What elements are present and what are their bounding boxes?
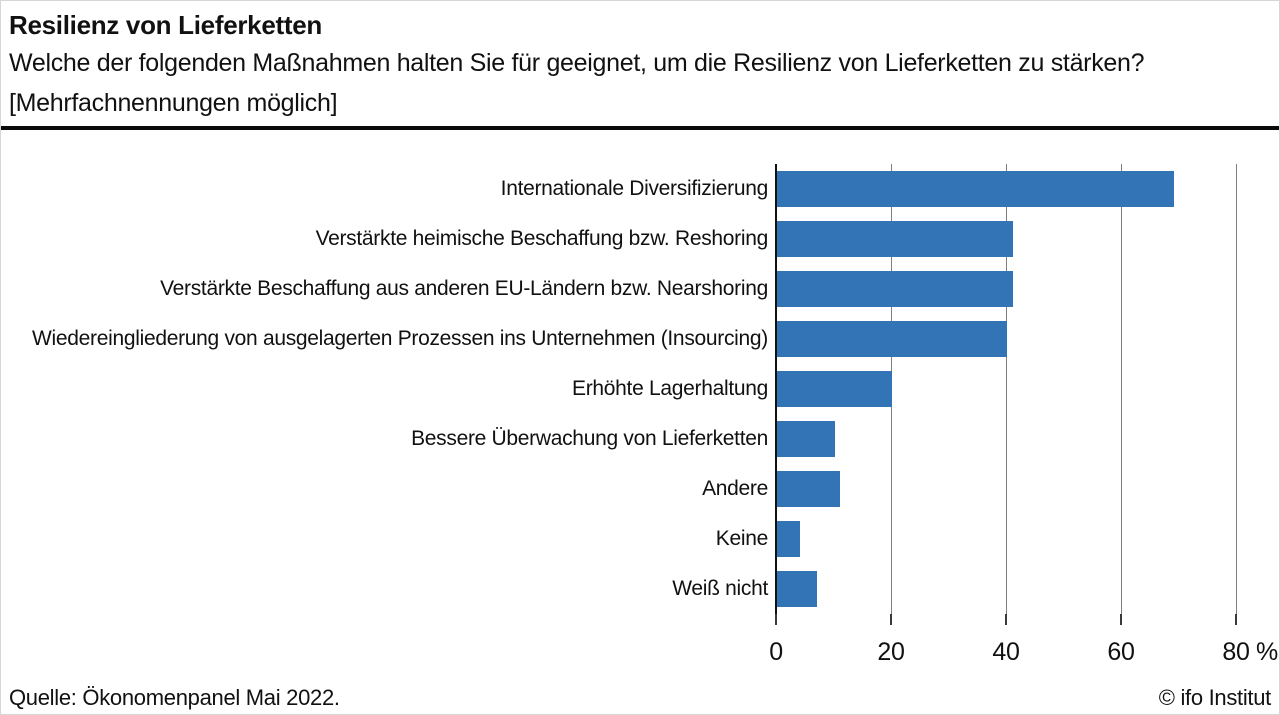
chart-row: Internationale Diversifizierung	[1, 164, 1279, 214]
category-label: Erhöhte Lagerhaltung	[572, 377, 768, 400]
chart-row: Keine	[1, 514, 1279, 564]
bar-2	[777, 221, 1013, 257]
chart-subtitle: Welche der folgenden Maßnahmen halten Si…	[9, 49, 1145, 117]
bar-8	[777, 521, 800, 557]
bar-3	[777, 271, 1013, 307]
y-axis-line	[775, 164, 777, 614]
axis-tick-20	[890, 614, 892, 625]
axis-unit-label: %	[1256, 638, 1279, 666]
chart-row: Andere	[1, 464, 1279, 514]
bar-rows: Internationale Diversifizierung Verstärkt…	[1, 164, 1279, 614]
gridline-80	[1236, 164, 1237, 614]
bar-6	[777, 421, 835, 457]
chart-row: Weiß nicht	[1, 564, 1279, 614]
axis-tick-60	[1120, 614, 1122, 625]
chart-footer: Quelle: Ökonomenpanel Mai 2022. © ifo In…	[9, 684, 1271, 712]
bar-1	[777, 171, 1174, 207]
category-label: Wiedereingliederung von ausgelagerten Pr…	[32, 327, 768, 350]
category-label: Weiß nicht	[672, 577, 768, 600]
category-label: Andere	[702, 477, 768, 500]
category-label: Verstärkte Beschaffung aus anderen EU-Lä…	[160, 277, 768, 300]
chart-title: Resilienz von Lieferketten	[9, 10, 322, 40]
bar-7	[777, 471, 841, 507]
bar-4	[777, 321, 1007, 357]
category-label: Verstärkte heimische Beschaffung bzw. Re…	[315, 227, 769, 250]
bar-9	[777, 571, 818, 607]
category-label: Keine	[715, 527, 769, 550]
gridline-40	[1006, 164, 1007, 614]
source-note: Quelle: Ökonomenpanel Mai 2022.	[9, 685, 340, 710]
axis-tick-0	[775, 614, 777, 625]
chart-row: Verstärkte Beschaffung aus anderen EU-Lä…	[1, 264, 1279, 314]
tick-label-20: 20	[877, 638, 905, 666]
header-divider	[1, 126, 1279, 130]
axis-tick-40	[1005, 614, 1007, 625]
bar-5	[777, 371, 892, 407]
tick-label-0: 0	[769, 638, 783, 666]
chart-row: Bessere Überwachung von Lieferketten	[1, 414, 1279, 464]
chart-row: Erhöhte Lagerhaltung	[1, 364, 1279, 414]
tick-label-80: 80	[1222, 638, 1250, 666]
category-label: Internationale Diversifizierung	[500, 177, 769, 200]
axis-tick-80	[1235, 614, 1237, 625]
copyright-note: © ifo Institut	[1158, 685, 1272, 710]
category-label: Bessere Überwachung von Lieferketten	[411, 427, 768, 450]
chart-header: Resilienz von Lieferketten Welche der fo…	[9, 7, 1271, 123]
chart-row: Verstärkte heimische Beschaffung bzw. Re…	[1, 214, 1279, 264]
tick-label-60: 60	[1107, 638, 1135, 666]
chart-row: Wiedereingliederung von ausgelagerten Pr…	[1, 314, 1279, 364]
plot-area: 0 20 40 60 80%	[769, 164, 1279, 666]
gridline-60	[1121, 164, 1122, 614]
tick-label-40: 40	[992, 638, 1020, 666]
